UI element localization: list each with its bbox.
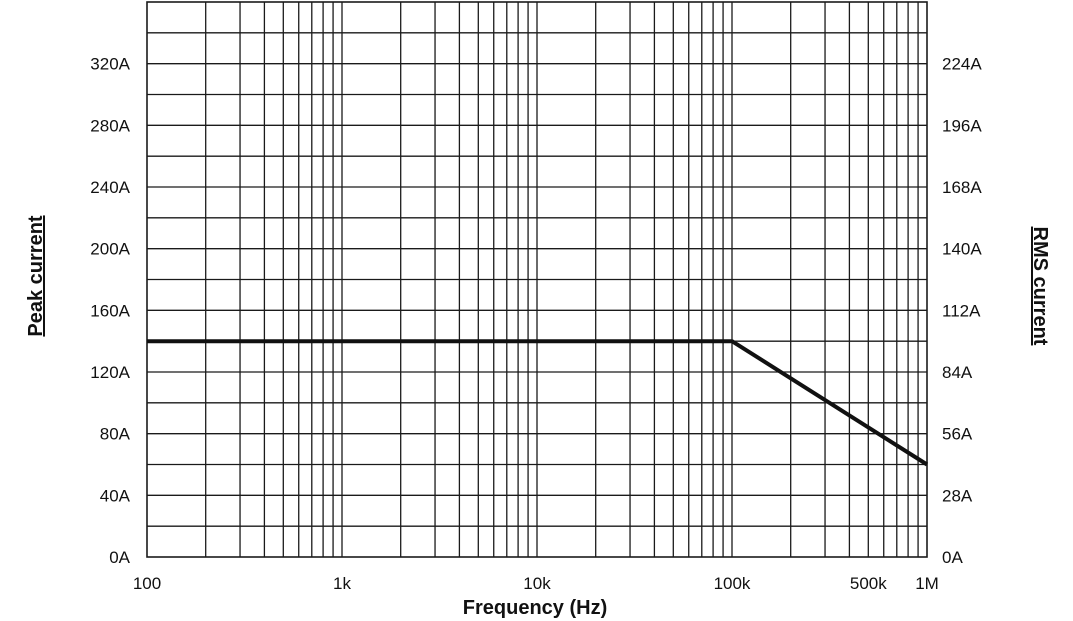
left-y-tick-label: 160A xyxy=(90,301,130,320)
right-y-tick-label: 140A xyxy=(942,240,982,259)
right-y-tick-label: 168A xyxy=(942,178,982,197)
left-y-tick-label: 80A xyxy=(100,425,131,444)
x-tick-label: 1M xyxy=(915,574,939,593)
x-tick-label: 500k xyxy=(850,574,887,593)
right-y-tick-labels: 0A 28A 56A 84A 112A 140A 168A 196A 224A xyxy=(942,55,982,567)
right-y-tick-label: 224A xyxy=(942,55,982,74)
left-y-tick-label: 240A xyxy=(90,178,130,197)
right-y-tick-label: 112A xyxy=(942,301,981,320)
left-y-tick-labels: 0A 40A 80A 120A 160A 200A 240A 280A 320A xyxy=(90,55,130,567)
right-y-tick-label: 28A xyxy=(942,486,973,505)
right-y-tick-label: 196A xyxy=(942,116,982,135)
left-y-axis-title: Peak current xyxy=(25,215,47,337)
right-y-tick-label: 84A xyxy=(942,363,973,382)
left-y-tick-label: 40A xyxy=(100,486,131,505)
right-y-axis-title: RMS current xyxy=(1029,227,1051,346)
left-y-tick-label: 280A xyxy=(90,116,130,135)
right-y-tick-label: 0A xyxy=(942,548,963,567)
x-tick-label: 100k xyxy=(714,574,751,593)
left-y-tick-label: 200A xyxy=(90,240,130,259)
series-line xyxy=(147,339,929,467)
grid xyxy=(147,2,927,557)
left-y-tick-label: 0A xyxy=(109,548,130,567)
series-layer xyxy=(147,339,929,467)
x-tick-label: 10k xyxy=(523,574,551,593)
x-tick-labels: 100 1k 10k 100k 500k 1M xyxy=(133,574,939,593)
x-tick-label: 100 xyxy=(133,574,161,593)
right-y-tick-label: 56A xyxy=(942,425,973,444)
left-y-tick-label: 120A xyxy=(90,363,130,382)
plot-frame xyxy=(146,1,928,558)
x-tick-label: 1k xyxy=(333,574,351,593)
x-axis-title: Frequency (Hz) xyxy=(463,597,607,619)
left-y-tick-label: 320A xyxy=(90,55,130,74)
